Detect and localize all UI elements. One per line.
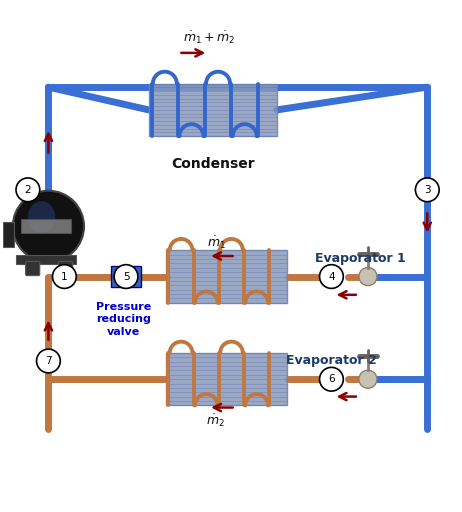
FancyBboxPatch shape — [59, 262, 73, 275]
Bar — [111, 267, 141, 287]
Circle shape — [16, 178, 40, 202]
Text: 4: 4 — [328, 271, 335, 282]
Text: Evaporator 1: Evaporator 1 — [316, 252, 406, 265]
Text: Evaporator 2: Evaporator 2 — [286, 354, 377, 368]
Circle shape — [359, 370, 377, 388]
Text: 6: 6 — [328, 374, 335, 384]
FancyBboxPatch shape — [166, 250, 287, 303]
Bar — [17, 254, 76, 264]
Text: $\dot{m}_1$: $\dot{m}_1$ — [207, 235, 226, 251]
Text: $\dot{m}_2$: $\dot{m}_2$ — [206, 413, 225, 429]
Text: 7: 7 — [45, 356, 52, 366]
Circle shape — [415, 178, 439, 202]
FancyBboxPatch shape — [166, 353, 287, 406]
FancyBboxPatch shape — [25, 262, 40, 275]
FancyBboxPatch shape — [149, 83, 277, 136]
Text: Pressure: Pressure — [96, 302, 152, 312]
Text: $\dot{m}_1 + \dot{m}_2$: $\dot{m}_1 + \dot{m}_2$ — [183, 29, 236, 46]
Circle shape — [13, 191, 84, 262]
Ellipse shape — [28, 201, 55, 233]
Text: 3: 3 — [424, 185, 431, 195]
Text: Condenser: Condenser — [171, 157, 255, 170]
Circle shape — [114, 265, 138, 288]
Text: reducing: reducing — [96, 314, 151, 325]
Circle shape — [320, 368, 343, 391]
Text: valve: valve — [107, 327, 140, 337]
Circle shape — [320, 265, 343, 288]
Circle shape — [359, 267, 377, 286]
Circle shape — [53, 265, 76, 288]
Bar — [21, 220, 71, 233]
Bar — [3, 222, 14, 247]
Text: 1: 1 — [61, 271, 68, 282]
Text: 2: 2 — [24, 185, 31, 195]
Circle shape — [36, 349, 60, 373]
Text: 5: 5 — [123, 271, 129, 282]
